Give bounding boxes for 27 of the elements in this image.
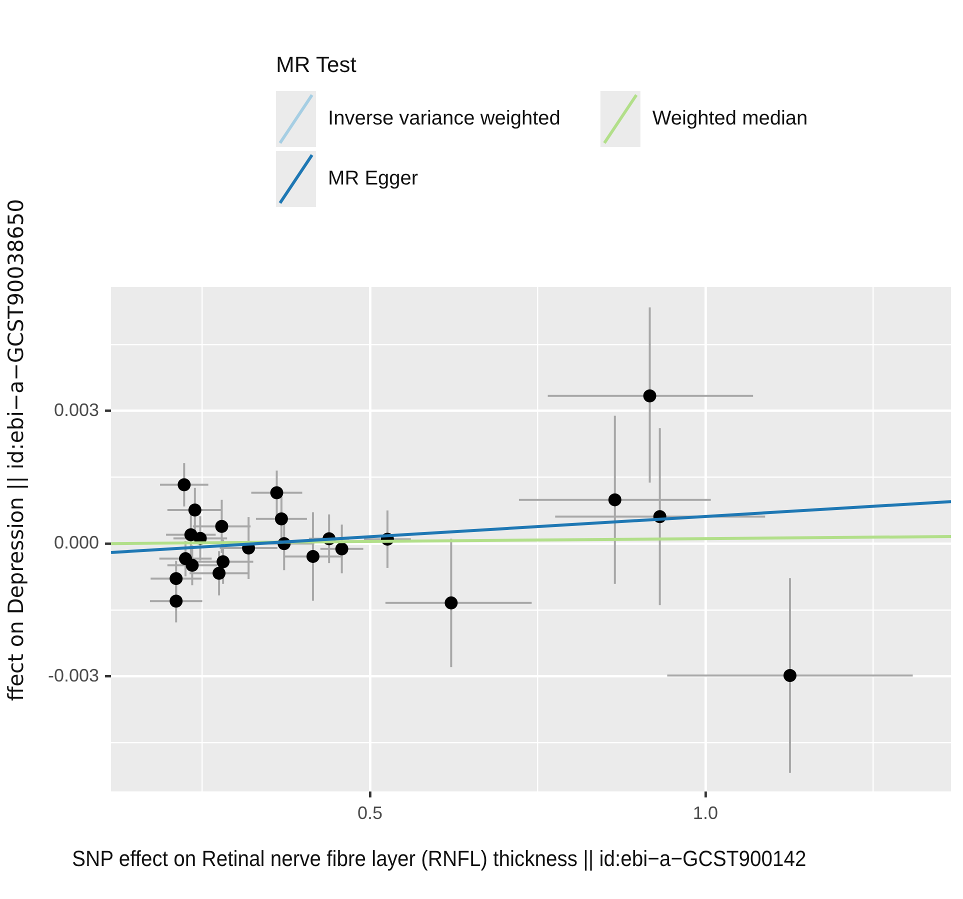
point [216, 555, 230, 568]
y-axis-title: ffect on Depression || id:ebi−a−GCST90038650 [4, 199, 28, 701]
point [178, 478, 191, 492]
point [444, 596, 458, 610]
legend-label: MR Egger [328, 168, 418, 190]
point [212, 566, 226, 580]
point [188, 504, 202, 516]
point [274, 512, 288, 526]
point [335, 542, 348, 556]
point [608, 493, 622, 506]
point [270, 486, 284, 500]
point [170, 594, 183, 608]
x-tick-label: 1.0 [692, 803, 718, 824]
legend-label: Weighted median [652, 108, 808, 130]
y-tick-label: -0.003 [48, 665, 100, 686]
point [643, 389, 656, 402]
y-tick-label: 0.003 [54, 400, 100, 420]
legend-label: Inverse variance weighted [328, 108, 560, 130]
x-tick-label: 0.5 [357, 803, 383, 824]
legend-title: MR Test [276, 52, 356, 78]
point [306, 550, 320, 563]
point [186, 558, 199, 572]
point [783, 668, 796, 682]
point [215, 520, 228, 533]
y-tick-label: 0.000 [54, 532, 100, 553]
point [170, 572, 183, 586]
x-axis-title: SNP effect on Retinal nerve fibre layer (RNFL) thickness || id:ebi−a−GCST900142 [72, 846, 806, 872]
